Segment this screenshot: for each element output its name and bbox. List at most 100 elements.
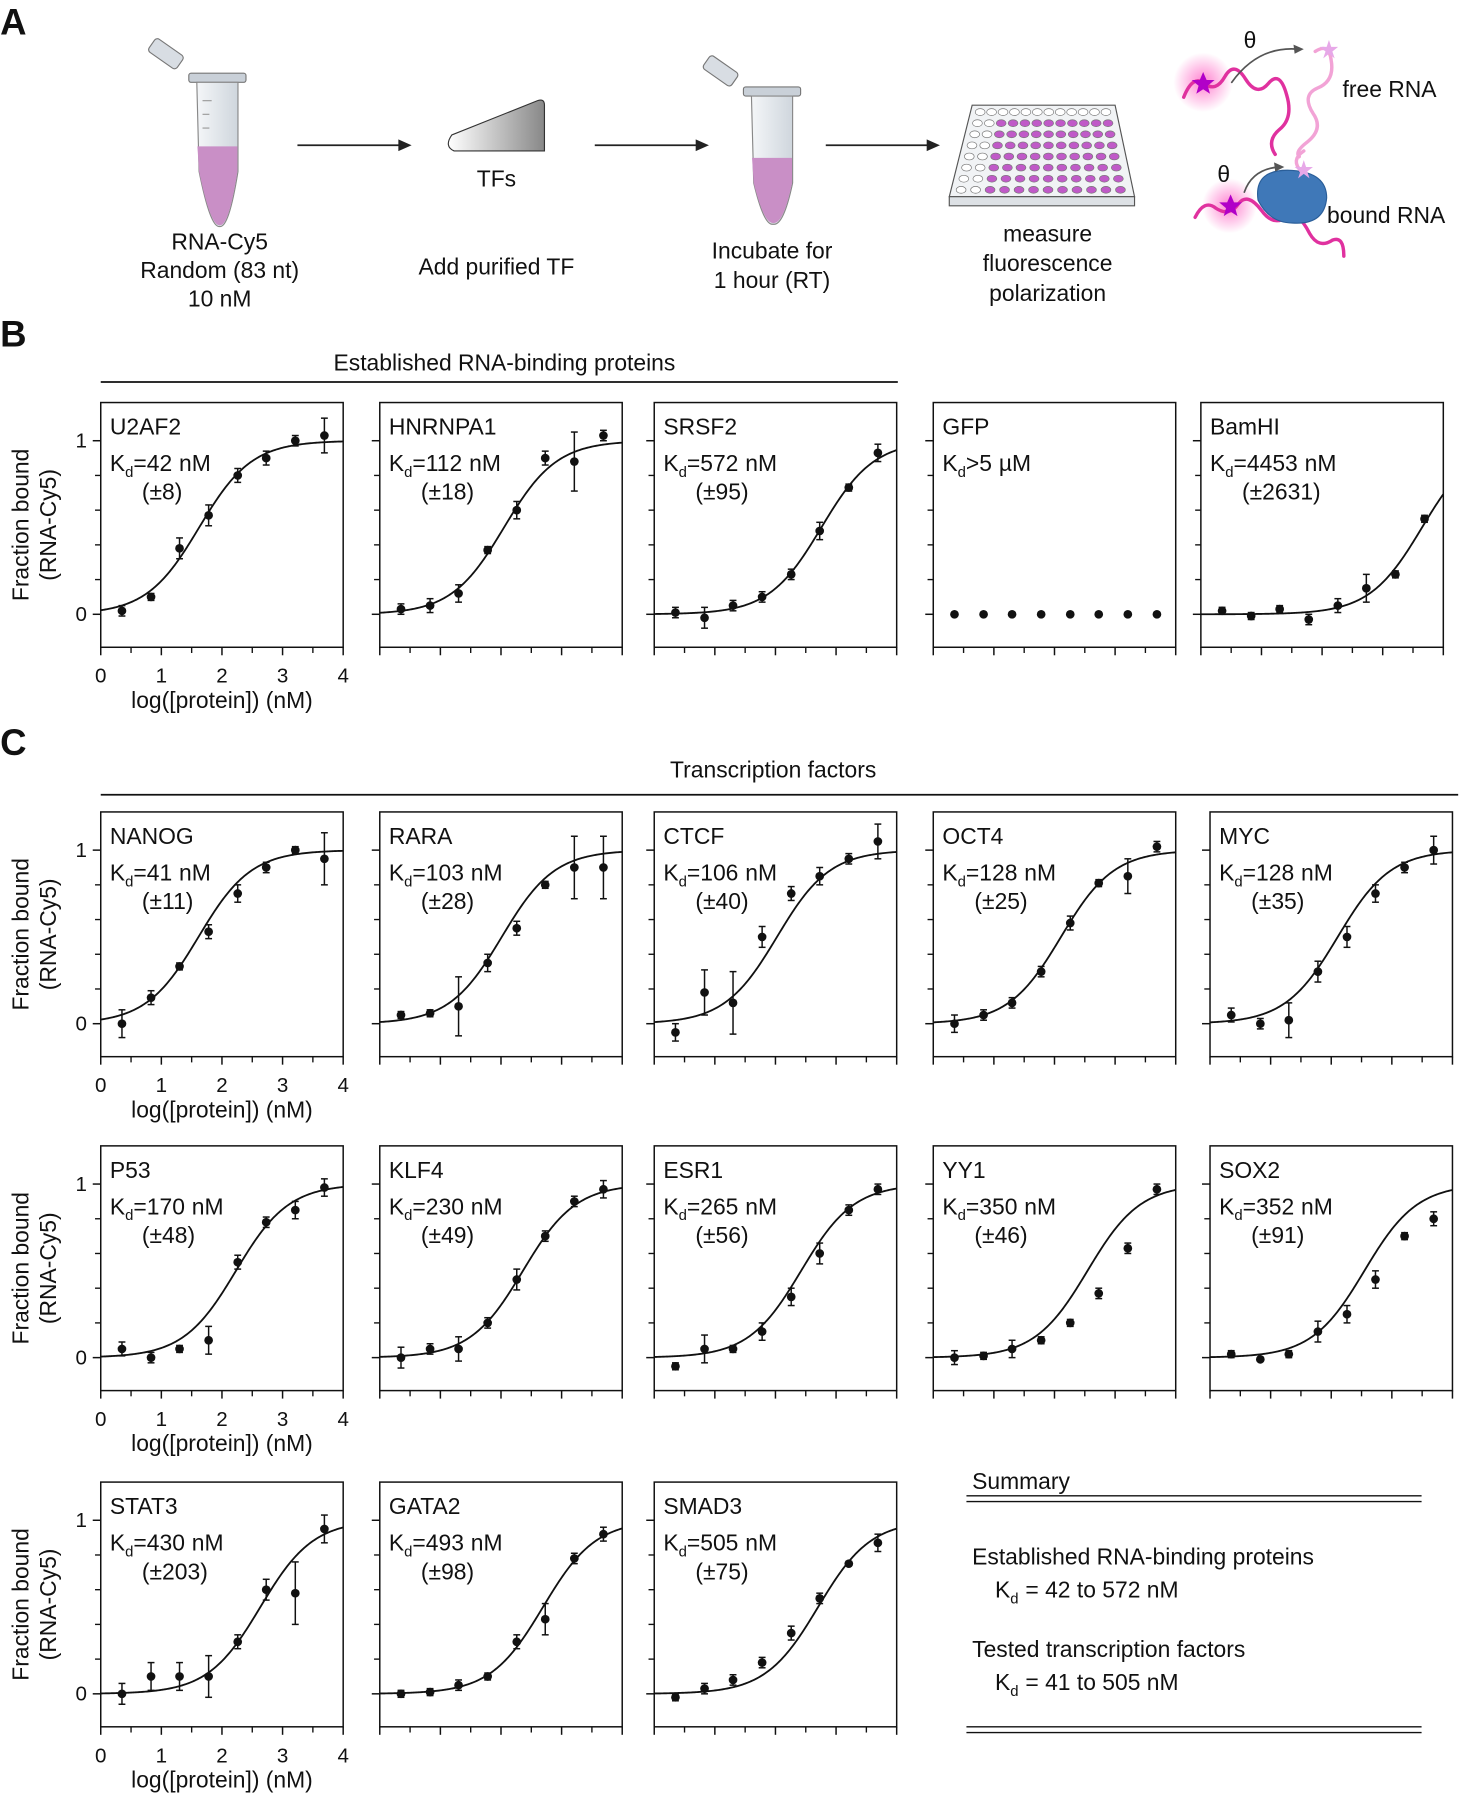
well <box>1043 130 1054 139</box>
protein-name: BamHI <box>1210 414 1280 440</box>
well <box>1094 141 1105 150</box>
kd-unit: µM <box>999 450 1031 476</box>
kd-error: (±56) <box>695 1222 748 1248</box>
data-point <box>1094 609 1104 619</box>
kd-relation: = <box>412 860 425 886</box>
data-point <box>1313 1327 1323 1336</box>
well <box>964 152 975 161</box>
kd-symbol: K <box>110 1530 125 1556</box>
well <box>966 141 978 150</box>
kd-value: 112 <box>426 450 462 476</box>
x-tick-label: 1 <box>156 1744 167 1767</box>
well <box>1056 152 1067 161</box>
x-tick-label: 2 <box>216 665 227 688</box>
kd-text: = 42 to 572 nM <box>1025 1577 1178 1603</box>
well <box>955 186 967 194</box>
well <box>1042 174 1054 183</box>
kd-symbol: K <box>942 1193 957 1219</box>
kd-error: (±46) <box>974 1222 1027 1248</box>
data-point <box>700 988 709 997</box>
x-tick-label: 0 <box>95 1408 106 1431</box>
fit-curve <box>654 1187 897 1358</box>
x-tick-label: 4 <box>337 1074 348 1097</box>
kd-error: (±95) <box>695 479 748 505</box>
kd-label: Kd=265 nM <box>663 1193 777 1224</box>
well <box>1032 108 1043 116</box>
data-point <box>425 1344 435 1354</box>
data-point <box>1284 1015 1294 1025</box>
x-tick-label: 2 <box>216 1074 227 1097</box>
data-point <box>700 613 709 623</box>
data-point <box>1123 1243 1133 1253</box>
angle-symbol: θ <box>1244 27 1257 53</box>
data-point <box>261 863 271 872</box>
kd-symbol: K <box>663 1193 678 1219</box>
data-point <box>483 1318 493 1328</box>
data-point <box>320 1183 329 1192</box>
data-point <box>569 1554 579 1563</box>
kd-subscript: d <box>1234 874 1242 890</box>
data-point <box>175 1672 184 1681</box>
x-axis-label: log([protein]) (nM) <box>131 687 313 713</box>
step-text: Incubate for <box>712 237 833 263</box>
data-point <box>512 1275 522 1284</box>
kd-subscript: d <box>679 465 687 481</box>
protein-name: ESR1 <box>663 1157 723 1183</box>
data-point <box>950 609 959 619</box>
kd-relation: = <box>412 450 425 476</box>
data-point <box>569 457 579 466</box>
data-point <box>1152 842 1162 852</box>
kd-relation: = <box>966 1193 979 1219</box>
kd-label: Kd=170 nM <box>110 1193 224 1224</box>
data-point <box>1123 609 1133 619</box>
well <box>994 130 1005 139</box>
data-point <box>757 1658 767 1667</box>
data-point <box>320 431 329 440</box>
fit-curve <box>1200 493 1445 616</box>
protein-name: SRSF2 <box>663 414 737 440</box>
protein-name: U2AF2 <box>110 414 181 440</box>
y-axis-label: Fraction bound <box>8 1528 34 1681</box>
data-point <box>700 1684 709 1693</box>
data-point <box>204 927 213 937</box>
angle-symbol: θ <box>1217 161 1230 187</box>
data-point <box>425 1008 435 1018</box>
data-point <box>979 609 988 619</box>
data-point <box>844 1205 854 1215</box>
kd-error: (±18) <box>421 479 474 505</box>
panel-letter: C <box>0 722 26 763</box>
well <box>1080 130 1091 139</box>
data-point <box>599 863 608 872</box>
well <box>1043 119 1054 127</box>
kd-value: 4453 <box>1247 450 1298 476</box>
data-point <box>512 1637 522 1647</box>
kd-subscript: d <box>679 1544 687 1560</box>
kd-unit: nM <box>179 450 211 476</box>
kd-label: Kd=103 nM <box>389 860 503 891</box>
fit-curve <box>379 441 623 614</box>
data-point <box>146 592 156 602</box>
data-point <box>1342 932 1352 942</box>
y-tick-label: 0 <box>76 1346 87 1369</box>
kd-relation: = <box>687 1193 700 1219</box>
kd-unit: nM <box>1024 1193 1056 1219</box>
well <box>972 119 983 127</box>
kd-label: Kd=112 nM <box>389 450 501 481</box>
data-point <box>175 543 184 553</box>
data-point <box>1255 1019 1265 1029</box>
data-point <box>1361 583 1371 593</box>
well <box>1079 119 1090 127</box>
kd-subscript: d <box>404 1544 412 1560</box>
kd-error: (±8) <box>142 479 182 505</box>
well <box>1043 141 1054 150</box>
rna-illustration <box>1173 40 1346 258</box>
kd-unit: nM <box>179 860 211 886</box>
x-axis-label: log([protein]) (nM) <box>131 1096 313 1122</box>
well <box>1067 119 1078 127</box>
well <box>1019 119 1031 127</box>
kd-unit: nM <box>745 450 777 476</box>
data-point <box>1313 967 1323 976</box>
data-point <box>1065 918 1075 928</box>
protein-name: P53 <box>110 1157 151 1183</box>
data-point <box>1275 604 1285 614</box>
